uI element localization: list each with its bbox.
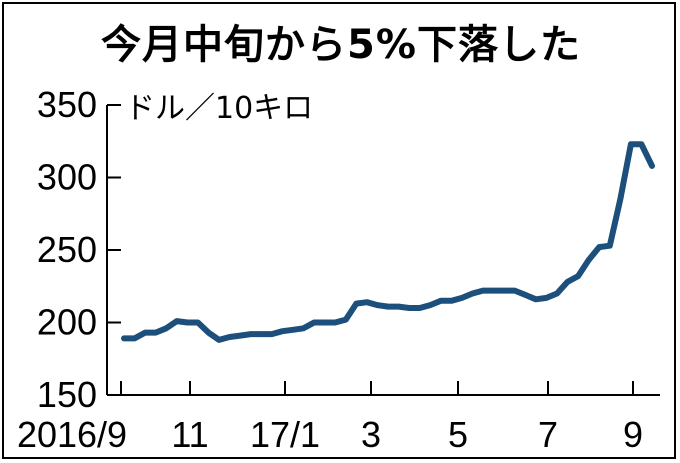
y-unit-label: ドル／10キロ: [125, 91, 313, 126]
y-tick-label: 250: [37, 229, 97, 270]
x-tick-label: 17/1: [250, 414, 320, 455]
x-tick-label: 7: [538, 414, 558, 455]
series-line: [121, 141, 655, 343]
y-tick-label: 200: [37, 302, 97, 343]
y-tick-labels: 150 200 250 300 350: [37, 84, 97, 415]
x-tick-labels: 2016/9 11 17/1 3 5 7 9: [17, 414, 643, 455]
chart-frame: 今月中旬から5%下落した: [2, 2, 676, 459]
x-tick-label: 5: [448, 414, 468, 455]
chart-title: 今月中旬から5%下落した: [101, 22, 581, 68]
y-tick-label: 300: [37, 157, 97, 198]
y-tick-label: 150: [37, 374, 97, 415]
data-points: [123, 144, 653, 340]
axes: [106, 104, 660, 396]
x-tick-label: 2016/9: [17, 414, 127, 455]
x-tick-label: 9: [623, 414, 643, 455]
y-tick-label: 350: [37, 84, 97, 125]
x-tick-label: 11: [171, 414, 208, 455]
x-tick-label: 3: [361, 414, 381, 455]
